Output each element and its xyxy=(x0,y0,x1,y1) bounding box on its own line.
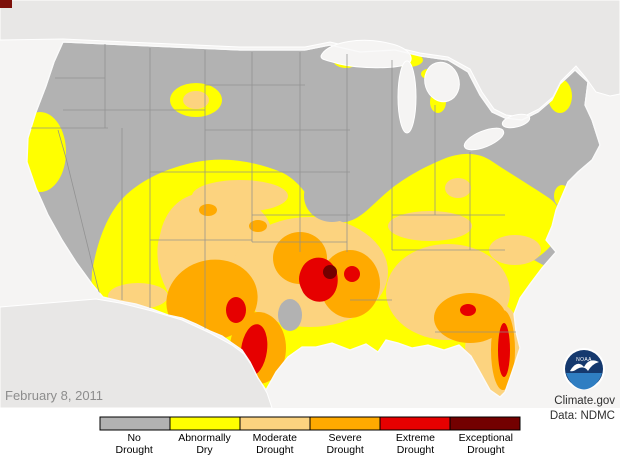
exceptional-drought-regions xyxy=(323,265,337,279)
legend-swatch-no-drought xyxy=(99,416,171,431)
legend-swatch-extreme-drought xyxy=(379,416,451,431)
noaa-logo-text: NOAA xyxy=(576,357,592,363)
attribution: Climate.gov Data: NDMC xyxy=(550,394,615,424)
legend-label-moderate-drought: Moderate Drought xyxy=(240,432,310,457)
legend-label-line: Drought xyxy=(326,444,364,457)
legend-label-line: Exceptional xyxy=(458,432,513,444)
legend-label-line: Moderate xyxy=(252,432,297,444)
legend-swatch-moderate-drought xyxy=(239,416,311,431)
legend-label-line: Drought xyxy=(396,444,435,457)
drought-legend: No Drought Abnormally Dry Moderate Droug… xyxy=(99,416,521,457)
legend-label-line: Abnormally xyxy=(178,432,231,444)
legend-swatch-abnormally-dry xyxy=(169,416,241,431)
legend-swatch-exceptional-drought xyxy=(449,416,521,431)
legend-label-line: Extreme xyxy=(395,432,436,444)
map-date: February 8, 2011 xyxy=(5,388,104,403)
us-drought-map: NOAA xyxy=(0,0,620,408)
legend-label-line: Severe xyxy=(328,432,362,444)
noaa-logo: NOAA xyxy=(563,348,605,390)
legend-label-extreme-drought: Extreme Drought xyxy=(380,432,450,457)
legend-label-abnormally-dry: Abnormally Dry xyxy=(169,432,239,457)
legend-label-line: No xyxy=(127,432,141,444)
us-coastline-outline xyxy=(26,41,601,398)
legend-color-bar xyxy=(99,416,521,431)
legend-label-exceptional-drought: Exceptional Drought xyxy=(451,432,521,457)
canada-landmass xyxy=(0,0,620,118)
legend-label-line: Dry xyxy=(196,444,213,457)
legend-label-line: Drought xyxy=(256,444,294,457)
state-borders xyxy=(27,44,516,333)
noaa-gull-icon xyxy=(570,360,599,372)
legend-labels: No Drought Abnormally Dry Moderate Droug… xyxy=(99,432,521,457)
legend-label-no-drought: No Drought xyxy=(99,432,169,457)
attribution-data-credit: Data: NDMC xyxy=(549,409,615,422)
mexico-landmass xyxy=(0,298,273,408)
legend-label-severe-drought: Severe Drought xyxy=(310,432,380,457)
legend-label-line: Drought xyxy=(115,444,153,457)
legend-swatch-severe-drought xyxy=(309,416,381,431)
attribution-source: Climate.gov xyxy=(554,395,615,407)
page-corner-artifact xyxy=(0,0,12,8)
no-drought-pockets xyxy=(278,170,360,331)
legend-label-line: Drought xyxy=(467,444,505,457)
great-lakes xyxy=(320,39,531,151)
